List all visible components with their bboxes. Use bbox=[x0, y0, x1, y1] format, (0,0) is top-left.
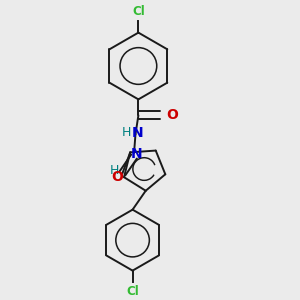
Text: H: H bbox=[110, 164, 119, 177]
Text: Cl: Cl bbox=[132, 4, 145, 17]
Text: O: O bbox=[167, 108, 178, 122]
Text: O: O bbox=[111, 170, 123, 184]
Text: N: N bbox=[132, 126, 144, 140]
Text: Cl: Cl bbox=[126, 285, 139, 298]
Text: N: N bbox=[130, 147, 142, 161]
Text: H: H bbox=[122, 126, 131, 139]
